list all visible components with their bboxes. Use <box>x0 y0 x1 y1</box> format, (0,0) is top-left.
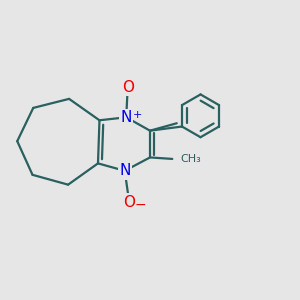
Text: +: + <box>133 110 142 120</box>
Text: O: O <box>123 194 135 209</box>
Text: N: N <box>119 163 130 178</box>
Text: O: O <box>122 80 134 95</box>
Text: CH₃: CH₃ <box>181 154 201 164</box>
Text: −: − <box>135 197 146 212</box>
Text: N: N <box>121 110 132 125</box>
